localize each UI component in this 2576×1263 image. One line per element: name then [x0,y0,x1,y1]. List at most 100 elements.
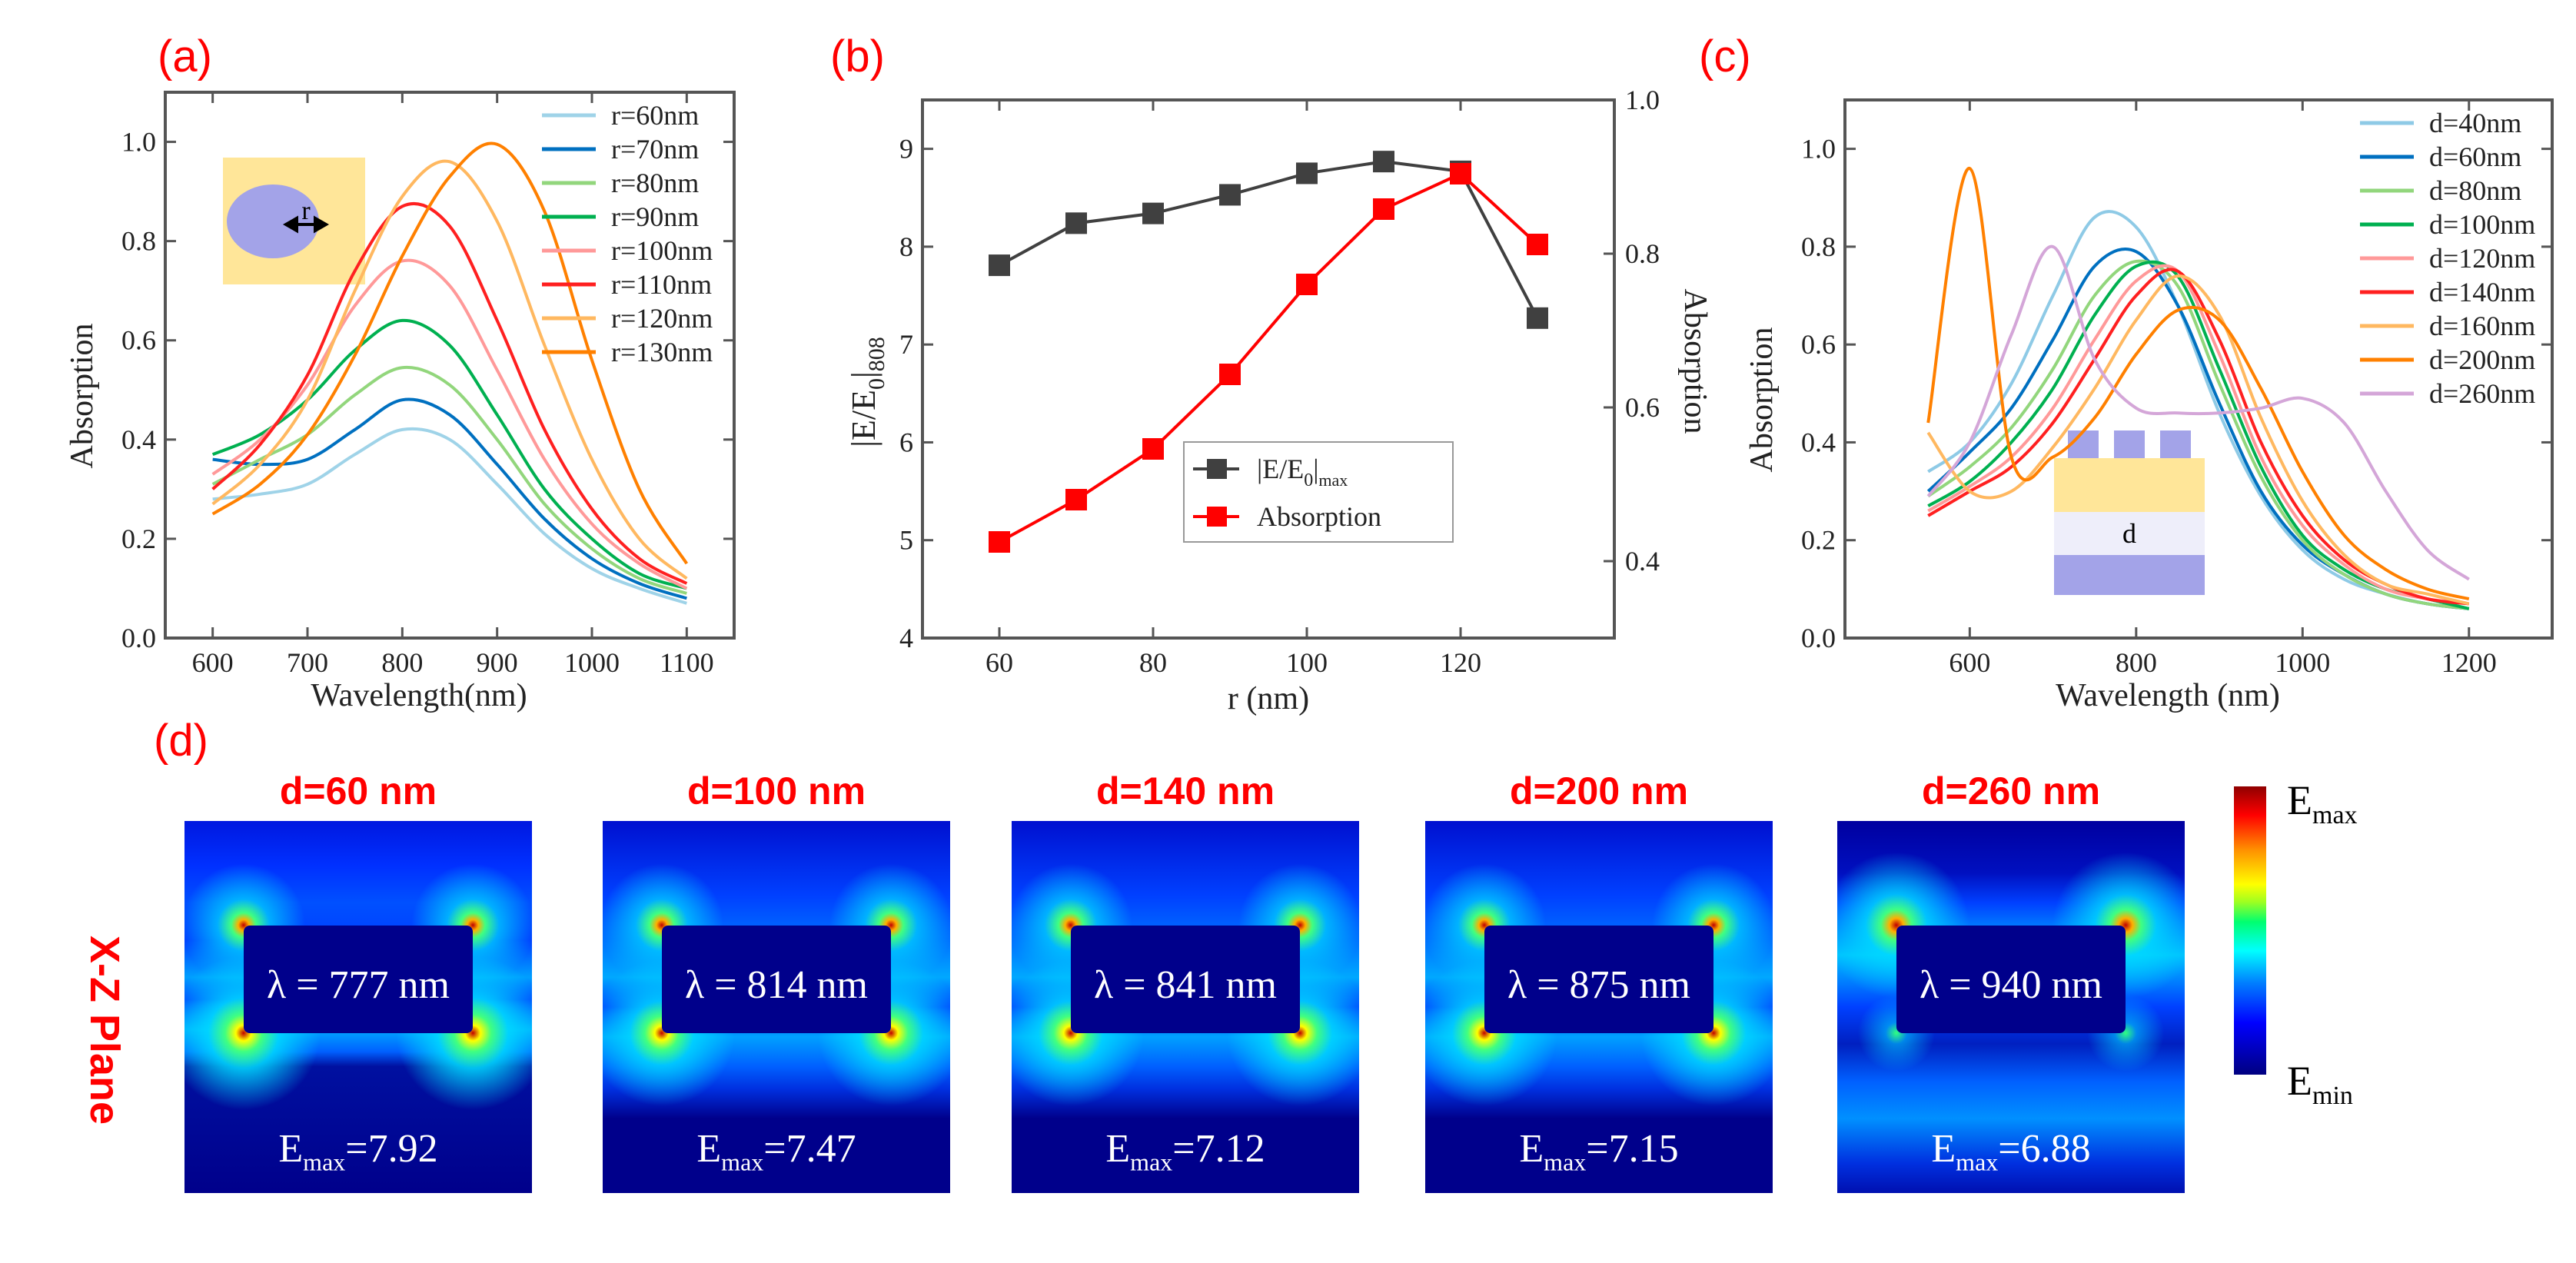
legend-label: d=80nm [2429,175,2521,206]
y2-tick-label: 0.4 [1625,546,1660,577]
legend-label: r=100nm [611,235,713,266]
plot-frame [921,98,1616,640]
data-point-marker [1142,438,1164,460]
legend-box [1183,441,1454,543]
field-map-image: λ = 814 nm Emax=7.47 [603,821,950,1193]
emax-value: =7.15 [1586,1126,1679,1171]
y-axis-title: Absorption [1744,327,1780,473]
emax-value: =6.88 [1998,1126,2091,1171]
emax-label: Emax=7.47 [603,1126,950,1176]
inset-label: d [2122,518,2136,549]
emax-symbol: E [1105,1126,1131,1171]
legend-marker [1207,459,1227,479]
inset-spacer-layer [2054,512,2205,555]
x-tick-label: 800 [381,647,423,678]
y-axis-title-bar: | [845,371,882,378]
series-line-Absorption [999,171,1539,543]
legend-label: d=140nm [2429,277,2535,307]
nanoparticle-shape [1896,925,2126,1033]
emax-label: Emax=7.12 [1012,1126,1359,1176]
x-tick-label: 1100 [660,647,714,678]
legend-label-sub: 0 [1304,470,1313,490]
x-tick-label: 900 [477,647,518,678]
nanoparticle-shape [1070,925,1301,1033]
inset-bottom-layer [2054,555,2205,595]
legend-label: r=90nm [611,201,699,232]
chart-panel-b: 60 80 100 1204567890.40.60.81.0|E/E0|maxAbs… [845,85,1713,716]
field-map-image: λ = 777 nm Emax=7.92 [184,821,532,1193]
x-axis-title: Wavelength(nm) [311,678,527,713]
emax-subscript: max [721,1148,764,1176]
y-tick-label: 7 [899,329,913,360]
data-point-marker [1373,198,1394,220]
emax-symbol: E [696,1126,722,1171]
x-tick-label: 1000 [2275,647,2330,678]
y2-tick-label: 1.0 [1625,85,1660,115]
legend-label: d=260nm [2429,378,2535,409]
series-line-r=60nm [212,427,687,605]
x-tick-label: 60 [986,647,1013,678]
emax-symbol: E [278,1126,304,1171]
data-point-marker [1065,212,1087,234]
plane-label: X-Z Plane [74,884,135,1176]
y-axis-title: Absorption [65,324,100,469]
x-axis-title: r (nm) [1228,681,1309,716]
series-line-r=120nm [211,159,688,580]
y-tick-label: 0.8 [121,226,156,257]
nanoparticle-shape [243,925,474,1033]
plot-frame [1843,98,2554,640]
x-tick-label: 80 [1139,647,1167,678]
legend-label: d=120nm [2429,243,2535,274]
x-tick-label: 1000 [564,647,620,678]
colorbar-min-subscript: min [2312,1081,2353,1110]
series-line-r=90nm [211,318,687,590]
data-point-marker [1450,163,1471,184]
legend-label: d=160nm [2429,311,2535,341]
panel-label-b: (b) [830,32,885,81]
data-point-marker [1219,364,1241,385]
y2-tick-label: 0.6 [1625,392,1660,423]
y-axis-title: |E/E0|808 [845,337,889,447]
wavelength-label: λ = 875 nm [1507,962,1690,1007]
colorbar-max-subscript: max [2312,800,2358,829]
data-point-marker [1527,234,1548,255]
inset-metal-layer [2054,458,2205,512]
y-tick-label: 0.0 [121,623,156,653]
series-line-r=130nm [211,141,689,565]
inset-grating-bar [2114,430,2145,458]
legend-label: r=130nm [611,337,713,367]
y-tick-label: 0.6 [1801,329,1836,360]
series-line-d=260nm [1926,244,2470,581]
legend-label: r=80nm [611,168,699,198]
emax-label: Emax=7.15 [1425,1126,1773,1176]
colorbar-max-label: Emax [2287,776,2358,830]
emax-label: Emax=6.88 [1837,1126,2185,1176]
y-tick-label: 0.6 [121,325,156,356]
legend-label: r=70nm [611,134,699,165]
data-point-marker [1296,162,1318,184]
data-point-marker [1142,202,1164,224]
y-tick-label: 4 [899,623,913,653]
legend-label: |E/E0|max [1257,454,1348,490]
emax-subscript: max [1956,1148,1999,1176]
y-tick-label: 0.2 [1801,525,1836,556]
legend-label: d=60nm [2429,141,2521,172]
colorbar-min-label: Emin [2287,1057,2353,1111]
emax-value: =7.12 [1172,1126,1265,1171]
field-map-title: d=140 nm [1095,769,1275,813]
series-line-|E/E0|max [999,160,1539,319]
panel-label-a: (a) [158,32,212,81]
wavelength-label: λ = 841 nm [1094,962,1277,1007]
x-tick-label: 120 [1440,647,1481,678]
y-tick-label: 6 [899,427,913,457]
field-map-image: λ = 875 nm Emax=7.15 [1425,821,1773,1193]
x-axis-title: Wavelength (nm) [2056,678,2280,713]
series-line-r=110nm [211,201,688,585]
series-line-r=70nm [212,397,687,600]
charts-canvas: 600 700 800 900 1000 11000.00.20.40.60.81.0rr… [65,85,2554,716]
data-point-marker [1065,489,1087,510]
series-line-d=160nm [1926,274,2470,606]
panel-label-d: (d) [154,716,208,766]
legend-label-main: |E/E [1257,454,1304,484]
inset-grating-bar [2068,430,2099,458]
